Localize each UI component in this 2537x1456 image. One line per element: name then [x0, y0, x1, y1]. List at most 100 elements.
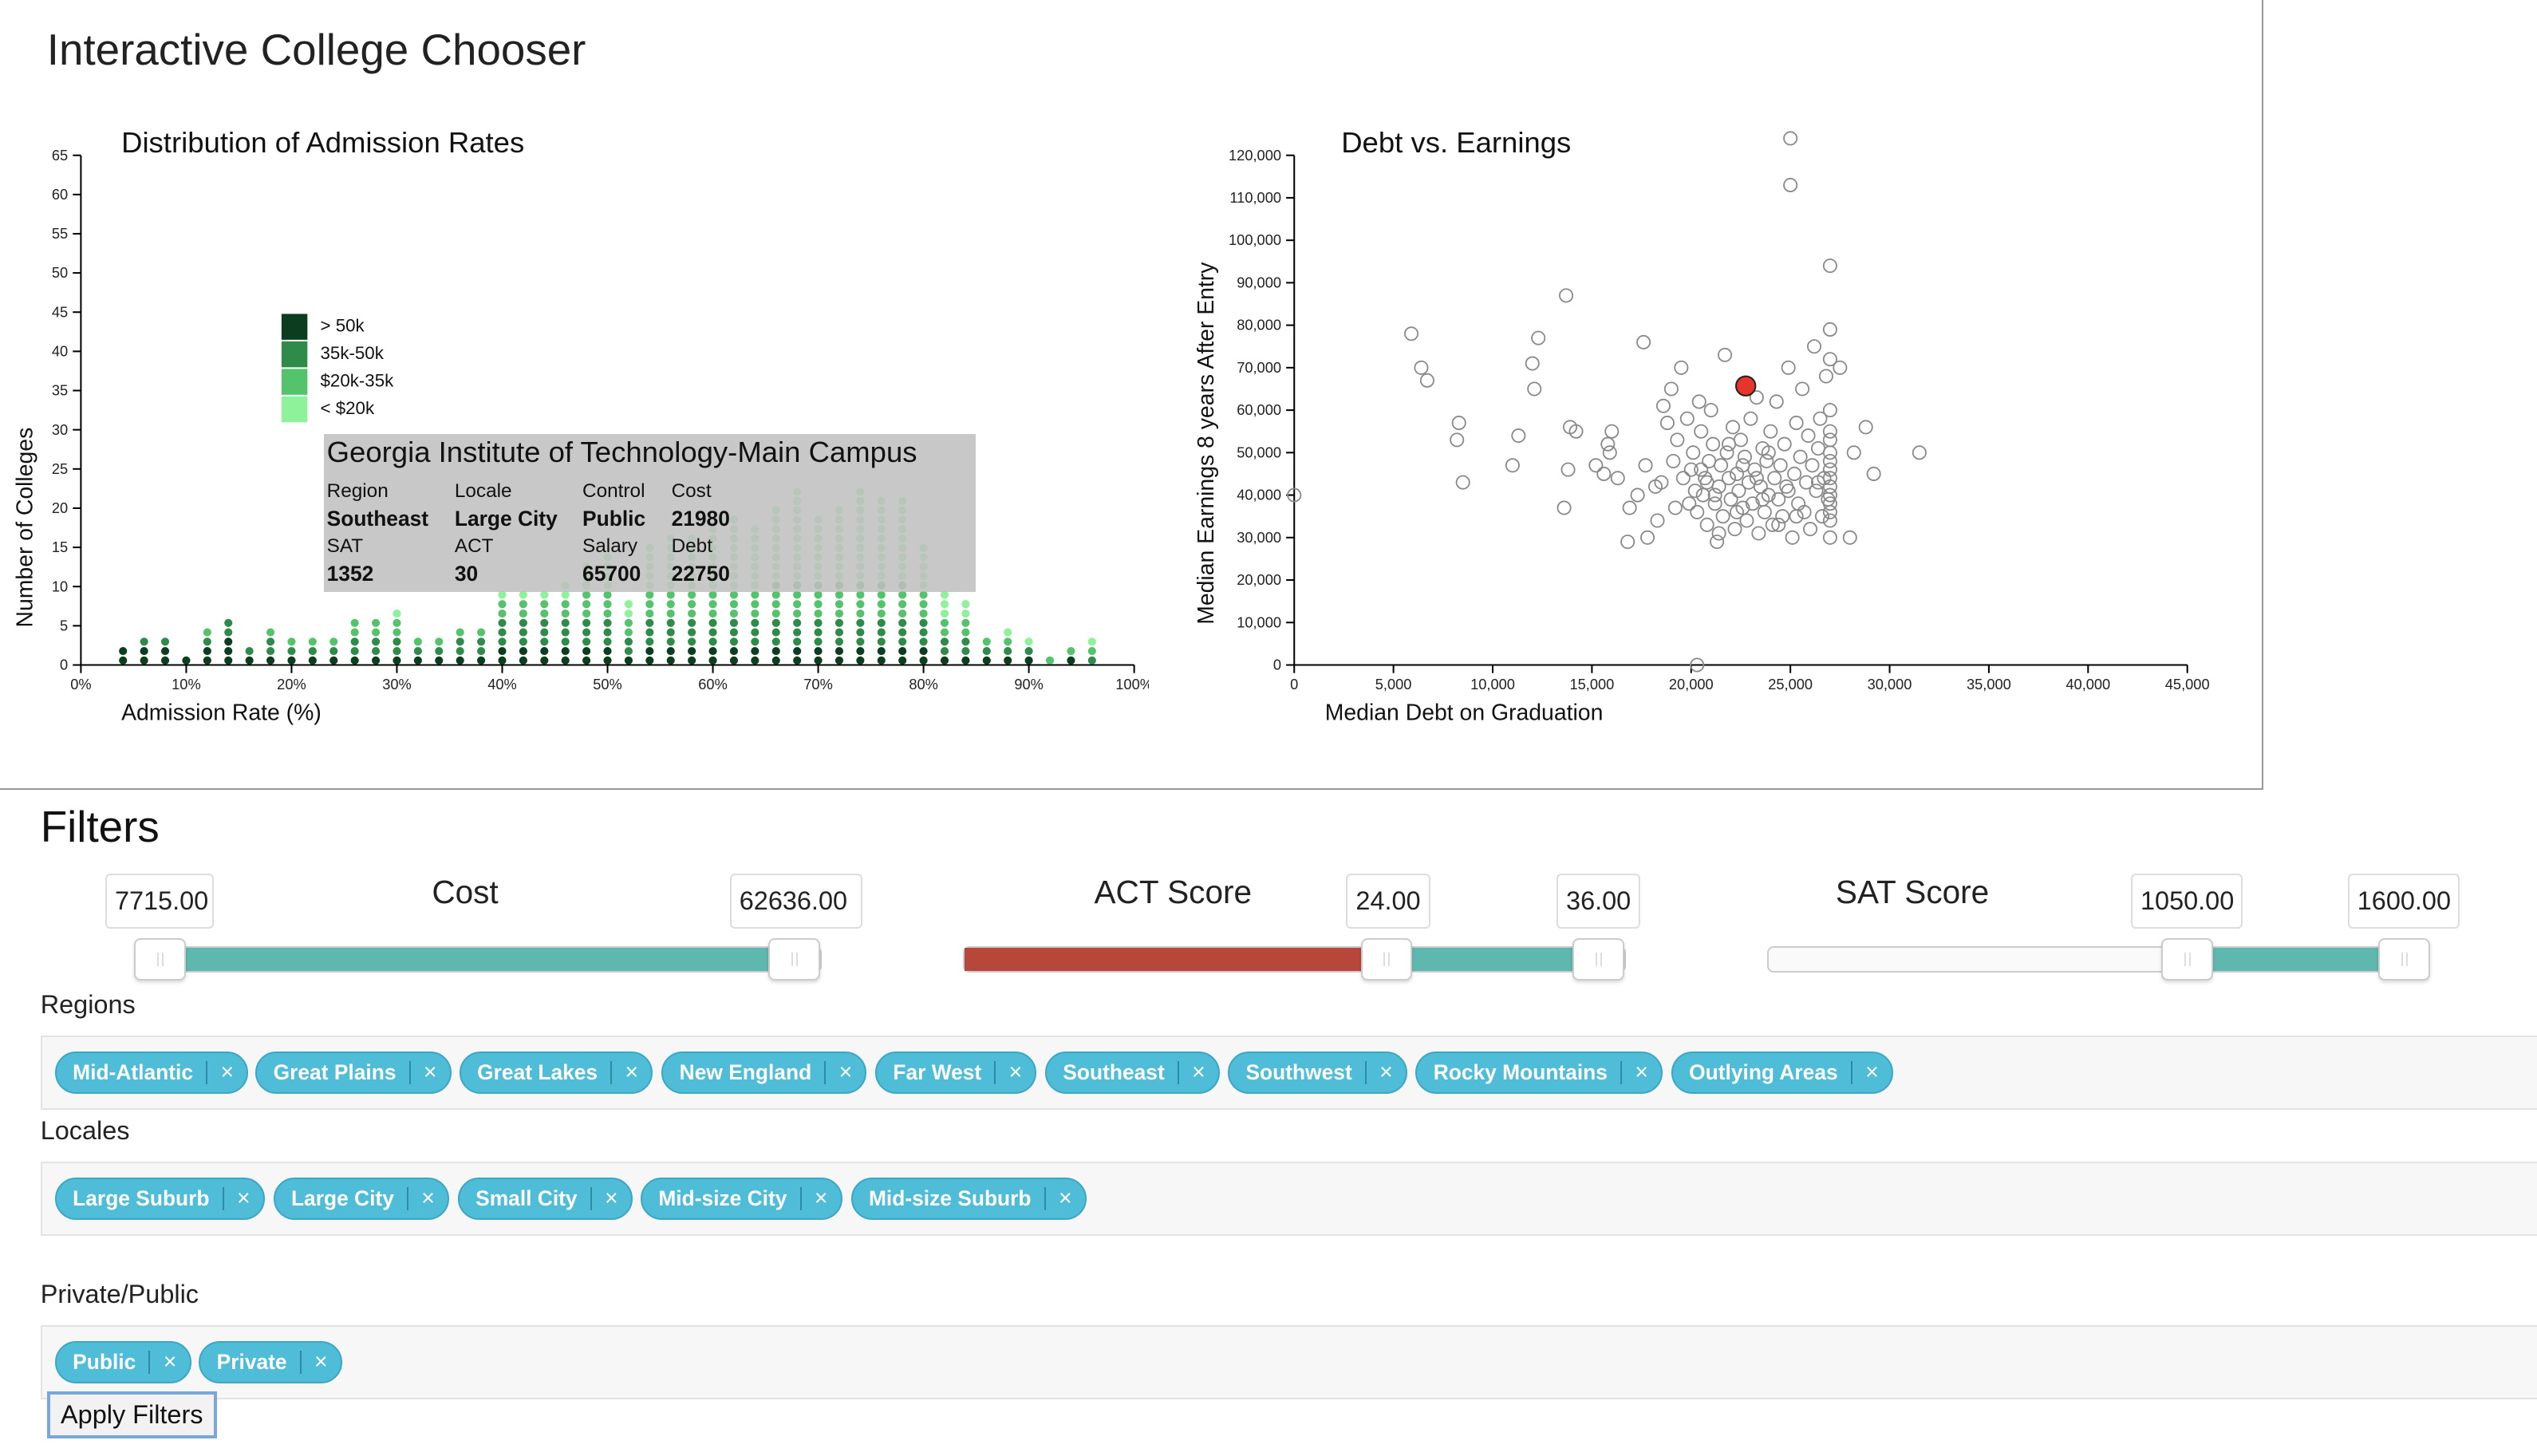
histogram-dot: [729, 609, 739, 618]
histogram-dot: [287, 646, 296, 656]
sat-max-value[interactable]: 1600.00: [2347, 874, 2460, 929]
act-max-handle[interactable]: [1572, 938, 1625, 981]
act-excluded-fill: [964, 948, 1369, 971]
remove-tag-icon[interactable]: ×: [407, 1187, 448, 1210]
remove-tag-icon[interactable]: ×: [206, 1061, 247, 1084]
histogram-dot: [498, 656, 507, 665]
tooltip-cost-label: Cost: [671, 479, 712, 502]
regions-select[interactable]: Mid-Atlantic × Great Plains × Great Lakes × Ne…: [40, 1035, 2537, 1111]
scatter-point: [1858, 420, 1873, 435]
histogram-dot: [540, 628, 549, 637]
histogram-dot: [582, 618, 591, 627]
histogram-dot: [729, 590, 739, 599]
control-tag[interactable]: Public ×: [54, 1341, 191, 1383]
legend-label: < $20k: [321, 398, 375, 418]
remove-tag-icon[interactable]: ×: [799, 1187, 841, 1210]
remove-tag-icon[interactable]: ×: [610, 1061, 651, 1084]
scatter-point: [1560, 462, 1576, 477]
histogram-dot: [666, 590, 675, 599]
debt-earnings-scatter[interactable]: 0 10,000 20,000 30,000 40,000 50,000 60,000 70,…: [1165, 0, 2249, 744]
region-tag[interactable]: Outlying Areas ×: [1671, 1052, 1893, 1094]
region-tag[interactable]: New England ×: [661, 1052, 867, 1094]
cost-max-handle[interactable]: [768, 938, 821, 981]
admission-rate-histogram[interactable]: 0 5 10 15 20 25 30 35 40 45 50 55 60 65 0% 10% 20% 30% 40%…: [0, 0, 1149, 744]
histogram-dot: [203, 628, 211, 637]
locale-tag[interactable]: Mid-size City ×: [641, 1178, 842, 1221]
control-tag[interactable]: Private ×: [199, 1341, 342, 1383]
scatter-y-tick-label: 120,000: [1229, 147, 1281, 164]
remove-tag-icon[interactable]: ×: [408, 1061, 450, 1084]
histogram-dot: [751, 590, 760, 599]
sat-min-value[interactable]: 1050.00: [2130, 874, 2243, 929]
control-select[interactable]: Public × Private ×: [40, 1324, 2537, 1400]
histogram-dot: [708, 646, 717, 656]
apply-filters-button[interactable]: Apply Filters: [46, 1391, 217, 1438]
histogram-dot: [919, 656, 928, 665]
remove-tag-icon[interactable]: ×: [824, 1061, 865, 1084]
region-tag[interactable]: Rocky Mountains ×: [1415, 1052, 1663, 1094]
histogram-dot: [919, 646, 928, 656]
sat-track[interactable]: [1766, 946, 2431, 973]
remove-tag-icon[interactable]: ×: [994, 1061, 1035, 1084]
locale-tag[interactable]: Small City ×: [457, 1178, 633, 1221]
histogram-dot: [624, 637, 633, 646]
remove-tag-icon[interactable]: ×: [590, 1187, 631, 1210]
locale-tag[interactable]: Large City ×: [273, 1178, 450, 1221]
histogram-dot: [961, 609, 970, 618]
histogram-dot: [834, 628, 844, 637]
histogram-dot: [898, 656, 907, 665]
locale-tag-label: Mid-size City: [658, 1186, 787, 1211]
histogram-dot: [729, 646, 739, 656]
histogram-dot: [940, 609, 949, 618]
scatter-title: Debt vs. Earnings: [1341, 126, 1572, 160]
histogram-y-tick-label: 25: [52, 460, 68, 477]
remove-tag-icon[interactable]: ×: [1850, 1061, 1892, 1084]
scatter-point: [1622, 500, 1637, 515]
tooltip-sat-value: 1352: [326, 562, 374, 586]
region-tag[interactable]: Great Plains ×: [255, 1052, 452, 1094]
scatter-point: [1719, 445, 1734, 460]
cost-min-handle[interactable]: [134, 938, 187, 981]
region-tag[interactable]: Mid-Atlantic ×: [54, 1052, 249, 1094]
remove-tag-icon[interactable]: ×: [222, 1187, 263, 1210]
act-min-value[interactable]: 24.00: [1346, 874, 1430, 929]
act-track[interactable]: [962, 946, 1627, 973]
scatter-x-tick-label: 35,000: [1967, 676, 2011, 692]
remove-tag-icon[interactable]: ×: [148, 1351, 189, 1374]
histogram-dot: [961, 600, 970, 609]
sat-max-handle[interactable]: [2378, 938, 2431, 981]
region-tag[interactable]: Far West ×: [875, 1052, 1037, 1094]
histogram-dot: [708, 618, 717, 627]
scatter-point: [1656, 398, 1671, 413]
histogram-dot: [456, 637, 464, 646]
cost-max-value[interactable]: 62636.00: [729, 874, 862, 929]
remove-tag-icon[interactable]: ×: [1044, 1187, 1085, 1210]
cost-track[interactable]: [134, 946, 823, 973]
scatter-point: [1815, 509, 1830, 524]
histogram-dot: [834, 646, 844, 656]
scatter-point: [1805, 458, 1820, 473]
region-tag[interactable]: Southwest ×: [1228, 1052, 1407, 1094]
region-tag[interactable]: Southeast ×: [1045, 1052, 1220, 1094]
locale-tag[interactable]: Large Suburb ×: [54, 1178, 265, 1221]
histogram-dot: [582, 637, 591, 646]
act-max-value[interactable]: 36.00: [1556, 874, 1641, 929]
remove-tag-icon[interactable]: ×: [299, 1351, 341, 1374]
histogram-dot: [751, 646, 760, 656]
scatter-point: [1781, 483, 1796, 499]
region-tag[interactable]: Great Lakes ×: [459, 1052, 653, 1094]
remove-tag-icon[interactable]: ×: [1364, 1061, 1406, 1084]
histogram-x-tick-label: 60%: [698, 676, 728, 692]
tooltip-debt-label: Debt: [671, 535, 712, 557]
remove-tag-icon[interactable]: ×: [1620, 1061, 1661, 1084]
locale-tag[interactable]: Mid-size Suburb ×: [850, 1178, 1087, 1221]
histogram-y-tick-label: 55: [52, 225, 68, 242]
remove-tag-icon[interactable]: ×: [1177, 1061, 1218, 1084]
scatter-y-tick-label: 60,000: [1237, 401, 1281, 418]
sat-min-handle[interactable]: [2161, 938, 2214, 981]
control-label: Private/Public: [40, 1280, 199, 1309]
cost-min-value[interactable]: 7715.00: [105, 874, 214, 929]
locales-select[interactable]: Large Suburb × Large City × Small City × Mid-s…: [40, 1162, 2537, 1237]
act-min-handle[interactable]: [1360, 938, 1413, 981]
histogram-dot: [160, 656, 170, 665]
